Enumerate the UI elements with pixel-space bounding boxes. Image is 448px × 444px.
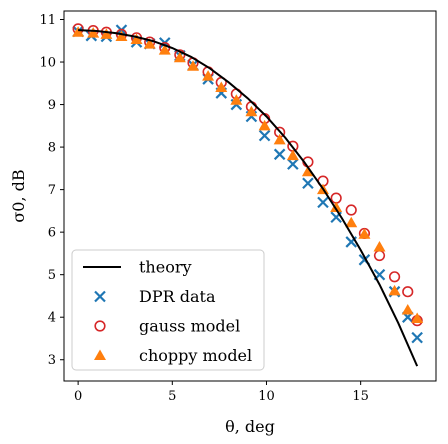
y-tick-label: 11 bbox=[39, 13, 56, 28]
choppy-model-point bbox=[330, 201, 343, 212]
dpr-data-point bbox=[287, 158, 299, 170]
choppy-model-point bbox=[100, 28, 113, 39]
gauss-model-point bbox=[402, 286, 414, 298]
choppy-model-point bbox=[401, 303, 414, 315]
legend-swatch bbox=[94, 320, 106, 332]
y-tick-label: 10 bbox=[39, 56, 56, 71]
plot-frame bbox=[63, 10, 437, 382]
choppy-model-point bbox=[173, 51, 186, 63]
legend-label: theory bbox=[139, 258, 192, 277]
choppy-model-point bbox=[258, 119, 271, 131]
theory-line bbox=[78, 29, 419, 367]
choppy-model-point bbox=[115, 30, 128, 42]
axis-ticks: 0 5 10 15 3 4 5 6 7 8 9 10 11 bbox=[39, 13, 368, 404]
choppy-model-point bbox=[301, 165, 314, 177]
legend: theory DPR data gauss model choppy model bbox=[71, 249, 265, 371]
legend-box bbox=[71, 249, 265, 371]
choppy-model-point bbox=[245, 105, 258, 117]
dpr-data-point bbox=[258, 129, 271, 142]
dpr-data-point bbox=[302, 177, 314, 190]
choppy-model-point bbox=[358, 228, 371, 239]
y-tick-label: 3 bbox=[48, 353, 56, 368]
x-tick-label: 10 bbox=[258, 389, 275, 404]
choppy-model-point bbox=[130, 33, 143, 44]
legend-swatch bbox=[94, 349, 106, 360]
x-tick-label: 15 bbox=[352, 389, 369, 404]
dpr-data-point bbox=[317, 196, 329, 209]
y-tick-label: 5 bbox=[48, 268, 56, 283]
legend-label: choppy model bbox=[139, 346, 252, 365]
x-tick-label: 5 bbox=[168, 389, 176, 404]
y-tick-label: 9 bbox=[48, 98, 56, 113]
gauss-model-point bbox=[388, 271, 401, 283]
choppy-model-point bbox=[72, 26, 85, 37]
choppy-model-point bbox=[187, 60, 200, 71]
y-tick-label: 4 bbox=[48, 311, 56, 326]
x-axis-label: θ, deg bbox=[225, 417, 275, 436]
choppy-model-point bbox=[215, 81, 228, 93]
choppy-model-point bbox=[158, 44, 171, 55]
choppy-model-point bbox=[411, 312, 424, 323]
gauss-model-point bbox=[345, 204, 357, 216]
legend-label: DPR data bbox=[139, 287, 216, 306]
choppy-model-point bbox=[273, 133, 286, 145]
legend-label: gauss model bbox=[139, 317, 240, 336]
x-tick-label: 0 bbox=[74, 389, 82, 404]
choppy-model-point bbox=[286, 149, 299, 161]
plot-marks bbox=[72, 23, 424, 367]
choppy-model-point bbox=[87, 27, 100, 38]
legend-swatch bbox=[94, 290, 106, 303]
choppy-model-point bbox=[388, 284, 401, 296]
y-tick-label: 7 bbox=[48, 183, 56, 198]
choppy-model-point bbox=[230, 94, 243, 105]
y-axis-label: σ0, dB bbox=[9, 169, 28, 222]
y-tick-label: 6 bbox=[48, 226, 56, 241]
choppy-model-point bbox=[202, 70, 215, 81]
choppy-model-point bbox=[143, 38, 156, 49]
choppy-model-point bbox=[345, 216, 358, 228]
choppy-model-point bbox=[373, 241, 386, 252]
y-tick-label: 8 bbox=[48, 141, 56, 156]
gauss-model-point bbox=[373, 249, 386, 262]
dpr-data-point bbox=[273, 148, 286, 161]
dpr-data-point bbox=[411, 331, 423, 344]
